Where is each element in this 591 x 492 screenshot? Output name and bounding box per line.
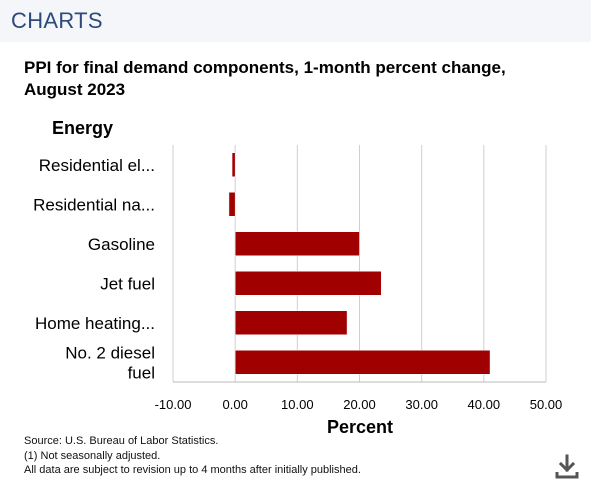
x-tick-label-0: -10.00 <box>155 397 192 412</box>
revision-note: All data are subject to revision up to 4… <box>24 464 361 476</box>
header-bar <box>0 0 591 42</box>
bar-4 <box>234 310 348 335</box>
x-tick-label-3: 20.00 <box>343 397 376 412</box>
bar-2 <box>234 231 360 256</box>
x-tick-label-4: 30.00 <box>405 397 438 412</box>
download-button[interactable] <box>552 451 582 481</box>
seasonal-note: (1) Not seasonally adjusted. <box>24 449 161 462</box>
x-axis-label: Percent <box>327 417 393 437</box>
category-label-2: Gasoline <box>88 235 155 254</box>
x-tick-label-2: 10.00 <box>281 397 314 412</box>
category-label-3: Jet fuel <box>100 274 155 293</box>
footer: Source: U.S. Bureau of Labor Statistics.… <box>24 434 361 478</box>
bar-1 <box>228 192 236 217</box>
x-tick-label-5: 40.00 <box>468 397 501 412</box>
bar-3 <box>234 271 382 296</box>
category-label-4: Home heating... <box>35 314 155 333</box>
download-icon <box>555 454 579 479</box>
category-label-5-line-0: No. 2 diesel <box>65 343 155 362</box>
x-tick-label-6: 50.00 <box>530 397 563 412</box>
category-label-1: Residential na... <box>33 195 155 214</box>
category-label-0: Residential el... <box>39 156 155 175</box>
category-label-5-line-1: fuel <box>128 363 155 382</box>
x-tick-label-1: 0.00 <box>223 397 248 412</box>
header-title: CHARTS <box>11 8 103 33</box>
bar-0 <box>231 152 236 177</box>
source-note: Source: U.S. Bureau of Labor Statistics. <box>24 435 219 447</box>
bar-5 <box>234 350 491 375</box>
chart-title: PPI for final demand components, 1-month… <box>24 58 506 99</box>
group-label: Energy <box>52 118 113 138</box>
